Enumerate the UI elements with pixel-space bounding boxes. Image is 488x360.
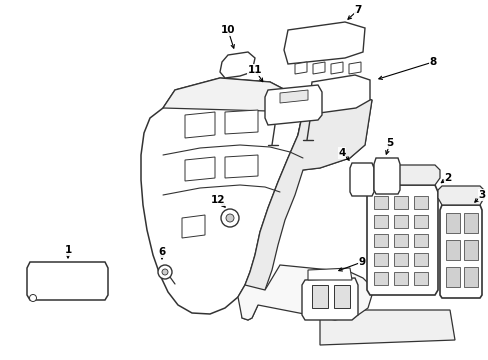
Polygon shape xyxy=(393,215,407,228)
Circle shape xyxy=(221,209,239,227)
Polygon shape xyxy=(373,158,399,194)
Polygon shape xyxy=(445,213,459,233)
Text: 8: 8 xyxy=(428,57,436,67)
Polygon shape xyxy=(413,196,427,209)
Polygon shape xyxy=(280,90,307,103)
Polygon shape xyxy=(366,185,437,295)
Polygon shape xyxy=(413,272,427,285)
Polygon shape xyxy=(348,62,360,74)
Circle shape xyxy=(29,294,37,302)
Polygon shape xyxy=(393,196,407,209)
Polygon shape xyxy=(163,78,371,170)
Text: 3: 3 xyxy=(477,190,485,200)
Polygon shape xyxy=(242,95,371,320)
Polygon shape xyxy=(463,267,477,287)
Polygon shape xyxy=(373,215,387,228)
Polygon shape xyxy=(307,268,351,280)
Circle shape xyxy=(158,265,172,279)
Polygon shape xyxy=(220,52,254,78)
Text: 9: 9 xyxy=(358,257,365,267)
Polygon shape xyxy=(373,253,387,266)
Polygon shape xyxy=(413,234,427,247)
Polygon shape xyxy=(349,163,373,196)
Polygon shape xyxy=(264,85,321,125)
Polygon shape xyxy=(312,62,325,74)
Circle shape xyxy=(225,214,234,222)
Polygon shape xyxy=(463,213,477,233)
Polygon shape xyxy=(445,240,459,260)
Polygon shape xyxy=(373,196,387,209)
Text: 12: 12 xyxy=(210,195,225,205)
Polygon shape xyxy=(437,186,483,205)
Polygon shape xyxy=(364,165,439,185)
Polygon shape xyxy=(284,22,364,64)
Text: 2: 2 xyxy=(444,173,451,183)
Text: 1: 1 xyxy=(64,245,71,255)
Text: 5: 5 xyxy=(386,138,393,148)
Text: 6: 6 xyxy=(158,247,165,257)
Polygon shape xyxy=(141,78,303,314)
Polygon shape xyxy=(311,285,327,308)
Polygon shape xyxy=(330,62,342,74)
Polygon shape xyxy=(27,262,108,300)
Polygon shape xyxy=(224,155,258,178)
Text: 4: 4 xyxy=(338,148,345,158)
Polygon shape xyxy=(445,267,459,287)
Polygon shape xyxy=(184,157,215,181)
Polygon shape xyxy=(224,110,258,134)
Polygon shape xyxy=(309,75,369,114)
Polygon shape xyxy=(373,234,387,247)
Polygon shape xyxy=(302,278,357,320)
Polygon shape xyxy=(294,62,306,74)
Polygon shape xyxy=(393,234,407,247)
Polygon shape xyxy=(373,272,387,285)
Polygon shape xyxy=(413,215,427,228)
Polygon shape xyxy=(439,205,481,298)
Polygon shape xyxy=(333,285,349,308)
Circle shape xyxy=(162,269,168,275)
Polygon shape xyxy=(184,112,215,138)
Polygon shape xyxy=(393,253,407,266)
Text: 7: 7 xyxy=(354,5,361,15)
Text: 10: 10 xyxy=(220,25,235,35)
Polygon shape xyxy=(182,215,204,238)
Polygon shape xyxy=(393,272,407,285)
Polygon shape xyxy=(413,253,427,266)
Polygon shape xyxy=(319,310,454,345)
Polygon shape xyxy=(238,265,371,320)
Polygon shape xyxy=(463,240,477,260)
Text: 11: 11 xyxy=(247,65,262,75)
